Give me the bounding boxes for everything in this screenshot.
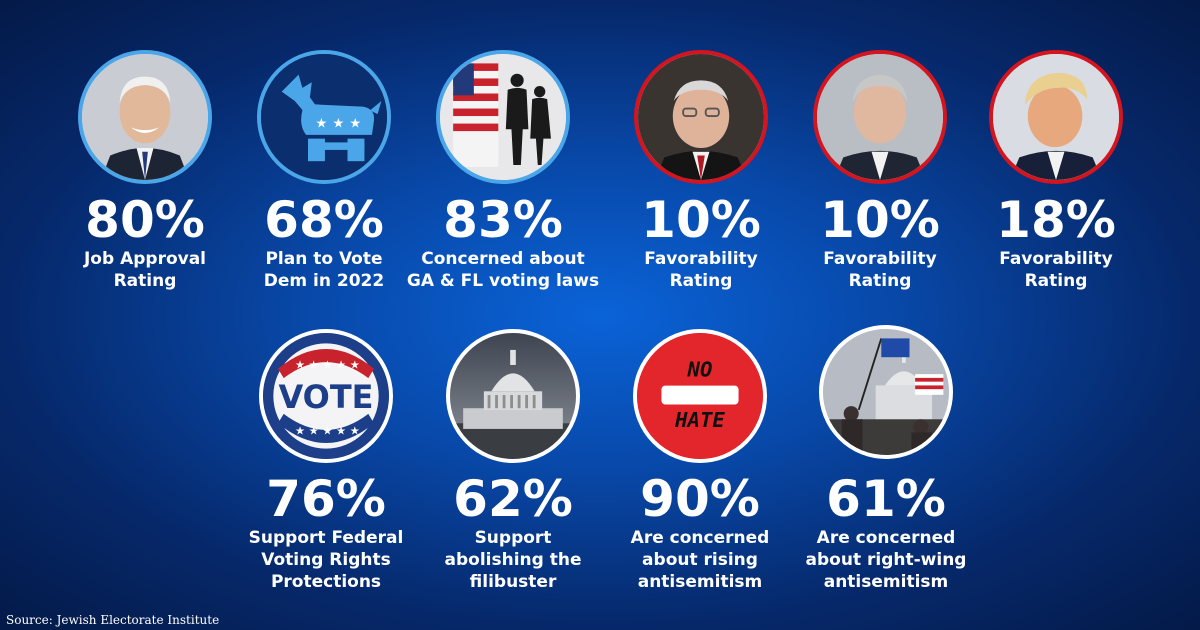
- stat-plan-to-vote: ★ ★ ★ 68% Plan to Vote Dem in 2022: [224, 50, 424, 292]
- stat-label: Support Federal Voting Rights Protection…: [248, 528, 404, 592]
- stat-value: 62%: [453, 470, 573, 528]
- stat-trump: 18% Favorability Rating: [956, 50, 1156, 292]
- mccarthy-portrait-icon: [813, 50, 947, 184]
- capitol-storm-icon: [446, 329, 580, 463]
- stat-label: Favorability Rating: [999, 249, 1113, 291]
- stat-value: 83%: [443, 191, 563, 249]
- svg-text:★ ★ ★ ★ ★: ★ ★ ★ ★ ★: [295, 359, 360, 372]
- stat-value: 10%: [820, 191, 940, 249]
- stat-voting-rights: ★ ★ ★ ★ ★ ★ ★ ★ ★ ★ VOTE 76% Support Fed…: [226, 329, 426, 593]
- stat-right-wing-antisemitism: 61% Are concerned about right-wing antis…: [786, 325, 986, 593]
- biden-portrait-icon: [78, 50, 212, 184]
- stat-label: Favorability Rating: [823, 249, 937, 291]
- vote-button-icon: ★ ★ ★ ★ ★ ★ ★ ★ ★ ★ VOTE: [259, 329, 393, 463]
- svg-text:★: ★: [349, 116, 361, 131]
- stat-value: 80%: [85, 191, 205, 249]
- stat-label: Support abolishing the filibuster: [444, 528, 582, 592]
- stat-value: 61%: [826, 470, 946, 528]
- stat-label: Plan to Vote Dem in 2022: [263, 249, 385, 291]
- stat-voting-laws: 83% Concerned about GA & FL voting laws: [403, 50, 603, 292]
- stat-label: Favorability Rating: [644, 249, 758, 291]
- no-hate-sign-icon: NO HATE: [633, 329, 767, 463]
- svg-text:★: ★: [316, 116, 328, 131]
- stat-biden: 80% Job Approval Rating: [45, 50, 245, 292]
- stat-mccarthy: 10% Favorability Rating: [780, 50, 980, 292]
- mcconnell-portrait-icon: [634, 50, 768, 184]
- stat-value: 68%: [264, 191, 384, 249]
- stat-value: 90%: [640, 470, 760, 528]
- hate-text: HATE: [674, 408, 725, 432]
- stat-label: Concerned about GA & FL voting laws: [406, 249, 600, 291]
- no-text: NO: [687, 357, 713, 381]
- svg-text:★: ★: [332, 116, 344, 131]
- stat-value: 10%: [641, 191, 761, 249]
- stat-label: Job Approval Rating: [83, 249, 207, 291]
- svg-text:★ ★ ★ ★ ★: ★ ★ ★ ★ ★: [295, 425, 360, 438]
- voting-booth-icon: [436, 50, 570, 184]
- stat-value: 18%: [996, 191, 1116, 249]
- stat-mcconnell: 10% Favorability Rating: [601, 50, 801, 292]
- vote-text: VOTE: [278, 378, 373, 416]
- stat-label: Are concerned about right-wing antisemit…: [805, 528, 967, 592]
- source-credit: Source: Jewish Electorate Institute: [6, 613, 220, 627]
- stat-value: 76%: [266, 470, 386, 528]
- stat-label: Are concerned about rising antisemitism: [630, 528, 770, 592]
- capitol-riot-icon: [819, 325, 953, 459]
- democratic-donkey-icon: ★ ★ ★: [257, 50, 391, 184]
- stat-rising-antisemitism: NO HATE 90% Are concerned about rising a…: [600, 329, 800, 593]
- stat-filibuster: 62% Support abolishing the filibuster: [413, 329, 613, 593]
- trump-portrait-icon: [989, 50, 1123, 184]
